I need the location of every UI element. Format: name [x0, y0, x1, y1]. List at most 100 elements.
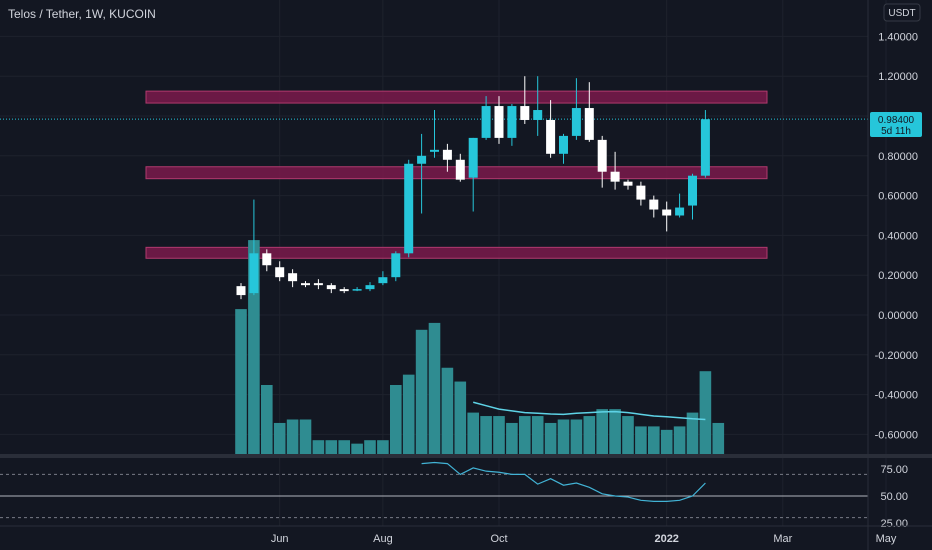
- candle: [275, 261, 285, 282]
- volume-bar: [596, 409, 608, 454]
- price-tick-label: 0.40000: [878, 230, 918, 242]
- candle-body: [365, 285, 375, 290]
- candle: [352, 287, 362, 292]
- candle: [481, 96, 491, 140]
- candle: [249, 199, 259, 296]
- candle: [262, 249, 272, 272]
- volume-bar: [441, 367, 454, 454]
- volume-bar: [519, 416, 531, 454]
- time-tick-label: May: [876, 533, 897, 545]
- volume-bar: [609, 409, 621, 454]
- candle-body: [326, 285, 336, 290]
- volume-bar: [480, 416, 492, 454]
- rsi-tick-label: 25.00: [880, 518, 908, 530]
- volume-panel: [235, 240, 725, 454]
- candle-body: [571, 108, 581, 136]
- price-tag-value: 0.98400: [878, 115, 915, 126]
- candle-body: [675, 207, 685, 216]
- candle-body: [442, 149, 452, 160]
- candle-body: [378, 277, 388, 284]
- volume-bar: [648, 426, 660, 454]
- candle-body: [649, 199, 659, 210]
- price-tick-label: -0.60000: [875, 429, 918, 441]
- candle: [546, 100, 556, 158]
- candle-body: [481, 106, 491, 138]
- rsi-tick-label: 75.00: [880, 464, 908, 476]
- candle: [662, 201, 672, 232]
- candle-body: [546, 119, 556, 154]
- candle-body: [313, 283, 323, 286]
- candle-body: [249, 253, 259, 294]
- candle-body: [507, 106, 517, 138]
- candle-body: [417, 155, 427, 164]
- rsi-line: [421, 461, 706, 502]
- time-axis[interactable]: Jun Aug Oct 2022 Mar May: [271, 533, 897, 545]
- candle-body: [520, 106, 530, 120]
- candle: [391, 251, 401, 282]
- volume-bar: [390, 385, 402, 454]
- pane-separator[interactable]: [0, 454, 932, 458]
- volume-bar: [364, 440, 376, 454]
- candle-body: [597, 139, 607, 172]
- candle: [288, 269, 298, 288]
- volume-bar: [673, 426, 686, 454]
- price-tick-label: 1.40000: [878, 31, 918, 43]
- volume-bar: [622, 416, 634, 454]
- sr-zone[interactable]: [145, 246, 768, 259]
- candle-body: [533, 110, 543, 120]
- candle: [494, 96, 504, 144]
- volume-bar: [635, 426, 647, 454]
- candle-body: [468, 137, 478, 178]
- price-tag-countdown: 5d 11h: [881, 126, 911, 137]
- price-tick-label: 0.60000: [878, 191, 918, 203]
- sr-zone[interactable]: [145, 90, 768, 104]
- volume-bar: [531, 416, 544, 454]
- candle: [636, 181, 646, 206]
- candle: [326, 283, 336, 294]
- rsi-panel: 75.00 50.00 25.00: [0, 461, 908, 530]
- price-tick-label: 0.00000: [878, 310, 918, 322]
- candle-body: [700, 119, 710, 176]
- volume-bar: [273, 422, 286, 454]
- price-tag: 0.98400 5d 11h: [870, 112, 922, 137]
- volume-bar: [493, 416, 505, 454]
- time-tick-label: 2022: [654, 533, 678, 545]
- volume-bar: [325, 440, 338, 454]
- candle-body: [610, 171, 620, 182]
- candle: [623, 179, 633, 190]
- price-panel: [236, 76, 710, 300]
- symbol-title[interactable]: Telos / Tether, 1W, KUCOIN: [8, 7, 156, 21]
- time-tick-label: Oct: [490, 533, 507, 545]
- volume-bar: [570, 419, 583, 454]
- volume-bar: [299, 419, 312, 454]
- rsi-tick-label: 50.00: [880, 491, 908, 503]
- candle: [507, 104, 517, 146]
- candle: [442, 143, 452, 172]
- candle-body: [262, 253, 272, 266]
- volume-bar: [544, 422, 557, 454]
- volume-bar: [506, 422, 518, 454]
- time-tick-label: Aug: [373, 533, 393, 545]
- volume-bar: [286, 419, 299, 454]
- candle-body: [559, 135, 568, 154]
- volume-bar: [235, 309, 247, 454]
- volume-bar: [312, 440, 325, 454]
- candle-body: [494, 106, 504, 138]
- candle-body: [404, 163, 414, 254]
- volume-bar: [338, 440, 350, 454]
- volume-bar: [660, 429, 673, 454]
- candle-body: [688, 175, 697, 206]
- price-tick-label: -0.40000: [875, 390, 918, 402]
- volume-bar: [415, 329, 428, 454]
- candle: [455, 153, 465, 182]
- candle: [430, 110, 439, 158]
- candle-body: [391, 253, 401, 278]
- volume-bar: [377, 440, 389, 454]
- currency-button[interactable]: USDT: [883, 3, 921, 22]
- candle: [520, 76, 530, 124]
- candle-body: [455, 159, 465, 180]
- candle: [236, 283, 246, 300]
- volume-bar: [467, 412, 479, 454]
